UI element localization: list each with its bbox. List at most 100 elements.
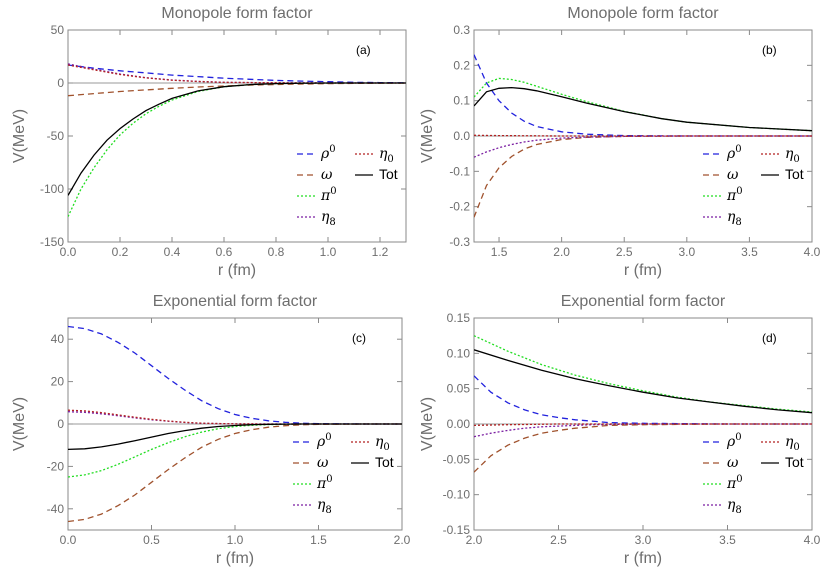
y-tick-label: 0.15 bbox=[447, 311, 471, 325]
series-line-η0 bbox=[474, 134, 812, 137]
x-tick-label: 3.0 bbox=[678, 245, 695, 259]
y-tick-label: -0.15 bbox=[443, 523, 471, 537]
series-line-Tot bbox=[474, 86, 812, 132]
x-tick-label: 0.6 bbox=[216, 245, 233, 259]
legend-label: ω bbox=[727, 455, 739, 471]
y-axis-label: V(MeV) bbox=[11, 109, 28, 163]
chart-title: Exponential form factor bbox=[153, 293, 318, 310]
x-tick-label: 0.2 bbox=[112, 245, 129, 259]
series-group bbox=[68, 325, 402, 523]
legend-label: ρ0 bbox=[316, 432, 332, 450]
x-tick-label: 0.5 bbox=[143, 533, 160, 547]
series-line-ρ0 bbox=[474, 54, 812, 137]
legend-box bbox=[697, 142, 807, 234]
series-line-Tot bbox=[68, 423, 402, 451]
legend-label: η0 bbox=[379, 146, 394, 165]
x-tick-label: 2.0 bbox=[466, 533, 483, 547]
series-line-ω bbox=[474, 135, 812, 218]
legend-label: η0 bbox=[785, 434, 800, 453]
panel-label: (a) bbox=[356, 43, 371, 57]
y-tick-label: 0 bbox=[57, 76, 64, 90]
x-tick-label: 1.0 bbox=[227, 533, 244, 547]
legend-label: Tot bbox=[379, 166, 398, 182]
x-axis-label: r (fm) bbox=[624, 550, 662, 567]
x-tick-label: 2.0 bbox=[394, 533, 411, 547]
y-axis-label: V(MeV) bbox=[419, 109, 436, 163]
legend-label: Tot bbox=[375, 454, 394, 470]
series-line-η8 bbox=[68, 411, 402, 425]
y-tick-label: -40 bbox=[47, 502, 65, 516]
legend-label: π0 bbox=[316, 474, 333, 492]
legend-label: ω bbox=[321, 167, 333, 183]
panel-label: (d) bbox=[762, 331, 777, 345]
chart-title: Monopole form factor bbox=[161, 5, 313, 22]
x-tick-label: 2.5 bbox=[616, 245, 633, 259]
x-tick-label: 1.5 bbox=[491, 245, 508, 259]
series-line-π0 bbox=[474, 77, 812, 132]
y-tick-label: 50 bbox=[51, 23, 65, 37]
x-tick-label: 2.5 bbox=[550, 533, 567, 547]
x-tick-label: 4.0 bbox=[804, 533, 821, 547]
series-line-Tot bbox=[474, 349, 812, 414]
legend-label: Tot bbox=[785, 166, 804, 182]
y-tick-label: 0.3 bbox=[453, 23, 470, 37]
y-tick-label: -0.10 bbox=[443, 488, 471, 502]
legend-label: ρ0 bbox=[726, 432, 742, 450]
series-line-η0 bbox=[68, 409, 402, 425]
series-group bbox=[474, 335, 812, 473]
y-tick-label: 0 bbox=[57, 417, 64, 431]
legend-box bbox=[291, 142, 401, 234]
y-tick-label: 0.10 bbox=[447, 346, 471, 360]
legend-label: η0 bbox=[375, 434, 390, 453]
x-tick-label: 1.2 bbox=[372, 245, 389, 259]
chart-title: Monopole form factor bbox=[567, 5, 719, 22]
y-tick-label: -0.05 bbox=[443, 452, 471, 466]
y-tick-label: -20 bbox=[47, 459, 65, 473]
legend-label: ρ0 bbox=[726, 144, 742, 162]
panel-a: Monopole form factor 0.0 0.2 0.4 0.6 0.8 1.0 1.… bbox=[11, 5, 407, 279]
legend-label: η0 bbox=[785, 146, 800, 165]
y-tick-label: 40 bbox=[51, 332, 65, 346]
y-tick-label: 0.2 bbox=[453, 58, 470, 72]
legend-label: ω bbox=[317, 455, 329, 471]
x-tick-label: 3.5 bbox=[741, 245, 758, 259]
legend: ρ0 η0 ω Tot π0 η8 bbox=[291, 142, 401, 234]
panel-b: Monopole form factor 1.5 2.0 2.5 3.0 3.5 4.0 -0… bbox=[419, 5, 821, 279]
legend-label: ω bbox=[727, 167, 739, 183]
x-tick-label: 0.8 bbox=[268, 245, 285, 259]
x-axis-label: r (fm) bbox=[216, 550, 254, 567]
y-tick-label: -150 bbox=[40, 235, 64, 249]
x-tick-label: 2.0 bbox=[553, 245, 570, 259]
legend-label: Tot bbox=[785, 454, 804, 470]
legend-label: ρ0 bbox=[320, 144, 336, 162]
series-line-π0 bbox=[474, 335, 812, 413]
y-tick-label: 20 bbox=[51, 375, 65, 389]
x-axis-label: r (fm) bbox=[624, 262, 662, 279]
x-tick-label: 0.0 bbox=[60, 245, 77, 259]
series-line-η8 bbox=[68, 63, 406, 84]
legend: ρ0 η0 ω Tot π0 η8 bbox=[697, 430, 807, 522]
x-tick-label: 3.5 bbox=[719, 533, 736, 547]
y-axis-label: V(MeV) bbox=[11, 397, 28, 451]
series-line-π0 bbox=[68, 82, 406, 217]
panel-c: Exponential form factor 0.0 0.5 1.0 1.5 2.0 -4… bbox=[11, 293, 411, 567]
panel-d: Exponential form factor 2.0 2.5 3.0 3.5 4.0 -0… bbox=[419, 293, 821, 567]
legend-label: η8 bbox=[321, 209, 336, 228]
x-axis-label: r (fm) bbox=[218, 262, 256, 279]
series-line-Tot bbox=[68, 82, 406, 196]
series-line-ρ0 bbox=[68, 64, 406, 84]
x-tick-label: 1.5 bbox=[310, 533, 327, 547]
series-line-η0 bbox=[474, 423, 812, 427]
legend-label: π0 bbox=[320, 186, 337, 204]
x-tick-label: 3.0 bbox=[635, 533, 652, 547]
x-tick-label: 1.0 bbox=[320, 245, 337, 259]
legend-label: η8 bbox=[727, 497, 742, 516]
series-line-η0 bbox=[68, 64, 406, 84]
legend-box bbox=[287, 430, 397, 522]
panel-label: (c) bbox=[352, 331, 366, 345]
y-tick-label: 0.0 bbox=[453, 129, 470, 143]
legend-label: η8 bbox=[727, 209, 742, 228]
x-tick-label: 0.0 bbox=[60, 533, 77, 547]
series-line-η8 bbox=[474, 423, 812, 438]
